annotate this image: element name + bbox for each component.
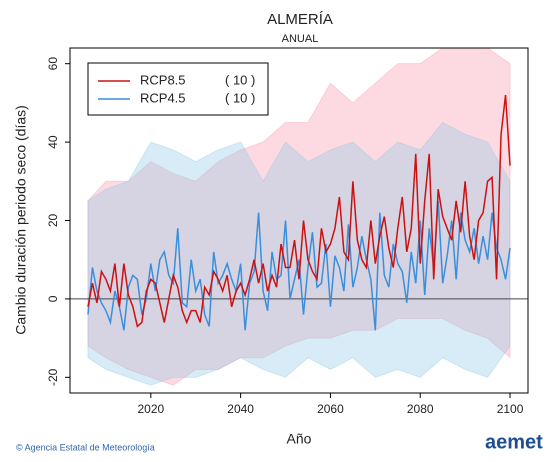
y-axis-label: Cambio duración periodo seco (días) bbox=[13, 105, 29, 335]
chart-title: ALMERÍA bbox=[267, 11, 333, 28]
x-tick-label: 2020 bbox=[137, 402, 164, 416]
series-line bbox=[87, 200, 511, 331]
series-line bbox=[87, 94, 511, 328]
x-tick-label: 2040 bbox=[227, 402, 254, 416]
y-tick-label: 60 bbox=[46, 57, 60, 71]
x-tick-label: 2100 bbox=[497, 402, 524, 416]
x-tick-label: 2080 bbox=[407, 402, 434, 416]
legend-box bbox=[87, 62, 269, 116]
x-tick-label: 2060 bbox=[317, 402, 344, 416]
range-band bbox=[87, 121, 511, 386]
legend-count: ( 10 ) bbox=[225, 72, 255, 87]
legend-label: RCP4.5 bbox=[140, 90, 186, 105]
chart-subtitle: ANUAL bbox=[282, 33, 319, 45]
x-axis-label: Año bbox=[287, 431, 312, 447]
footer-logo: aemet bbox=[485, 431, 543, 453]
y-tick-label: 20 bbox=[46, 214, 60, 228]
legend-count: ( 10 ) bbox=[225, 90, 255, 105]
y-tick-label: -20 bbox=[46, 368, 60, 386]
y-tick-label: 40 bbox=[46, 135, 60, 149]
legend-label: RCP8.5 bbox=[140, 72, 186, 87]
range-band bbox=[87, 47, 511, 386]
footer-credit: © Agencia Estatal de Meteorología bbox=[16, 442, 155, 452]
y-tick-label: 0 bbox=[46, 295, 60, 302]
